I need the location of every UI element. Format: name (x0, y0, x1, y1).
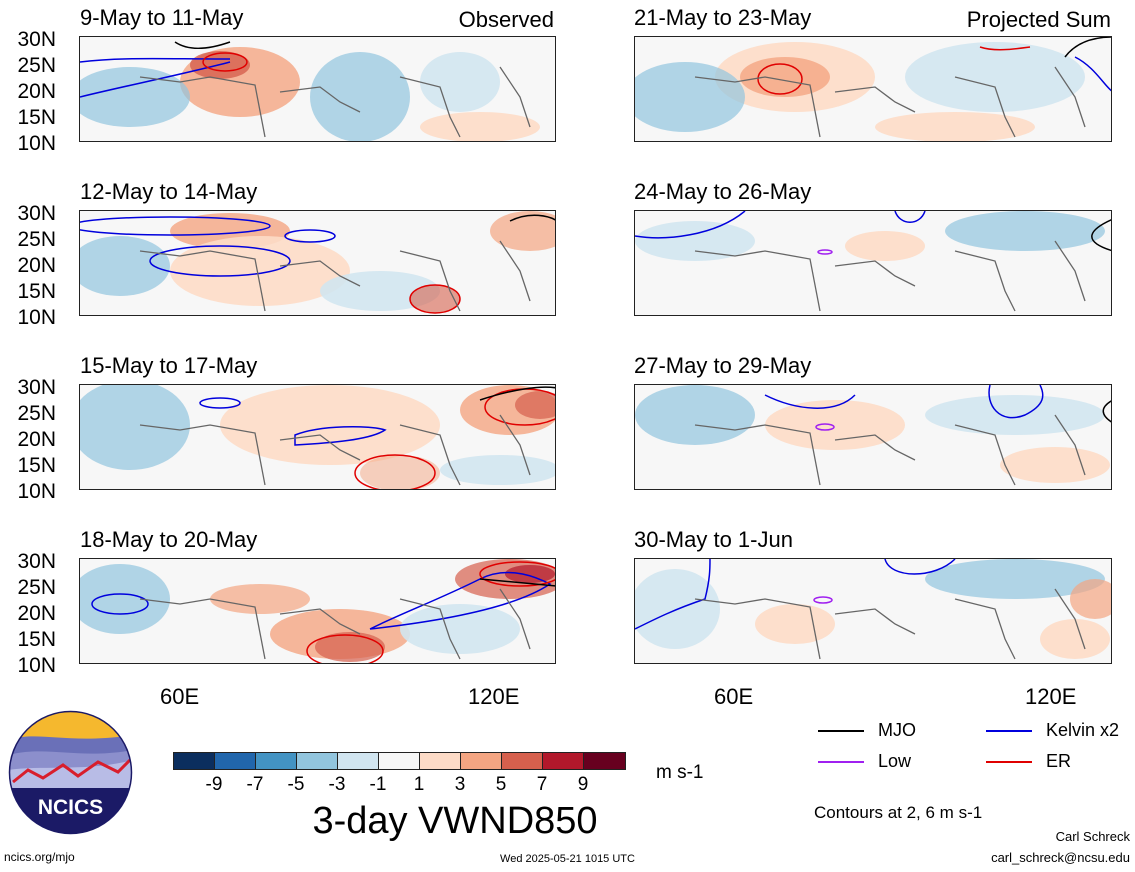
map-panel-5 (634, 36, 1112, 142)
panel-5-title: 21-May to 23-May (634, 5, 812, 30)
panel-1-title: 9-May to 11-May (80, 5, 244, 30)
legend-line-kelvin (986, 730, 1032, 732)
lat-label: 10N (17, 654, 56, 677)
logo-text: NCICS (38, 796, 103, 819)
lat-label: 10N (17, 480, 56, 503)
colorbar-units: m s-1 (656, 762, 704, 783)
legend-label-mjo: MJO (878, 720, 916, 740)
lat-label: 25N (17, 228, 56, 251)
map-panel-4 (79, 558, 556, 664)
map-panel-8 (634, 558, 1112, 664)
map-panel-2 (79, 210, 556, 316)
lat-label: 20N (17, 80, 56, 103)
lat-label: 15N (17, 280, 56, 303)
map-panel-7 (634, 384, 1112, 490)
colorbar-swatch (378, 752, 421, 770)
legend-label-kelvin: Kelvin x2 (1046, 720, 1120, 740)
colorbar-swatch (337, 752, 380, 770)
colorbar-label: -9 (205, 774, 223, 795)
lat-label: 25N (17, 402, 56, 425)
lat-label: 20N (17, 428, 56, 451)
panel-8-title: 30-May to 1-Jun (634, 527, 793, 552)
colorbar-label: 1 (413, 774, 425, 795)
colorbar-swatch (173, 752, 216, 770)
lat-label: 30N (17, 28, 56, 51)
legend-line-er (986, 761, 1032, 763)
footer-timestamp: Wed 2025-05-21 1015 UTC (500, 853, 635, 865)
legend-label-low: Low (878, 751, 912, 771)
lat-label: 30N (17, 202, 56, 225)
colorbar-label: 9 (577, 774, 589, 795)
colorbar-label: 5 (495, 774, 507, 795)
footer-author: Carl Schreck (1055, 829, 1130, 844)
colorbar-swatch (501, 752, 544, 770)
legend-line-low (818, 761, 864, 763)
lat-label: 30N (17, 376, 56, 399)
colorbar-swatch (460, 752, 503, 770)
colorbar-label: -1 (369, 774, 387, 795)
colorbar-swatch (419, 752, 462, 770)
colorbar-swatch (255, 752, 298, 770)
panel-4-title: 18-May to 20-May (80, 527, 258, 552)
lon-label-60e-right: 60E (714, 684, 754, 709)
main-title: 3-day VWND850 (312, 800, 598, 842)
lat-label: 10N (17, 132, 56, 155)
lon-label-120e-left: 120E (468, 684, 520, 709)
colorbar-label: -3 (328, 774, 346, 795)
lat-label: 20N (17, 254, 56, 277)
lat-label: 10N (17, 306, 56, 329)
colorbar-label: -7 (246, 774, 264, 795)
lon-label-120e-right: 120E (1025, 684, 1077, 709)
legend-label-er: ER (1046, 751, 1072, 771)
observed-label: Observed (458, 7, 554, 32)
map-panel-6 (634, 210, 1112, 316)
lat-label: 30N (17, 550, 56, 573)
colorbar-label: -5 (287, 774, 305, 795)
map-panel-1 (79, 36, 556, 142)
footer-url: ncics.org/mjo (4, 850, 75, 864)
lat-label: 25N (17, 54, 56, 77)
footer-email: carl_schreck@ncsu.edu (991, 850, 1130, 865)
colorbar-swatch (214, 752, 257, 770)
lat-label: 20N (17, 602, 56, 625)
colorbar-swatch (583, 752, 626, 770)
colorbar-label: 3 (454, 774, 466, 795)
lat-label: 15N (17, 628, 56, 651)
panel-7-title: 27-May to 29-May (634, 353, 812, 378)
panel-2-title: 12-May to 14-May (80, 179, 258, 204)
contours-note: Contours at 2, 6 m s-1 (814, 803, 983, 822)
colorbar-swatch (542, 752, 585, 770)
lat-label: 25N (17, 576, 56, 599)
lat-label: 15N (17, 454, 56, 477)
panel-3-title: 15-May to 17-May (80, 353, 258, 378)
panel-6-title: 24-May to 26-May (634, 179, 812, 204)
legend-line-mjo (818, 730, 864, 732)
lon-label-60e-left: 60E (160, 684, 200, 709)
colorbar-swatch (296, 752, 339, 770)
ncics-logo: NCICS (8, 710, 133, 835)
projected-sum-label: Projected Sum (966, 7, 1111, 32)
colorbar-label: 7 (536, 774, 548, 795)
map-panel-3 (79, 384, 556, 490)
lat-label: 15N (17, 106, 56, 129)
